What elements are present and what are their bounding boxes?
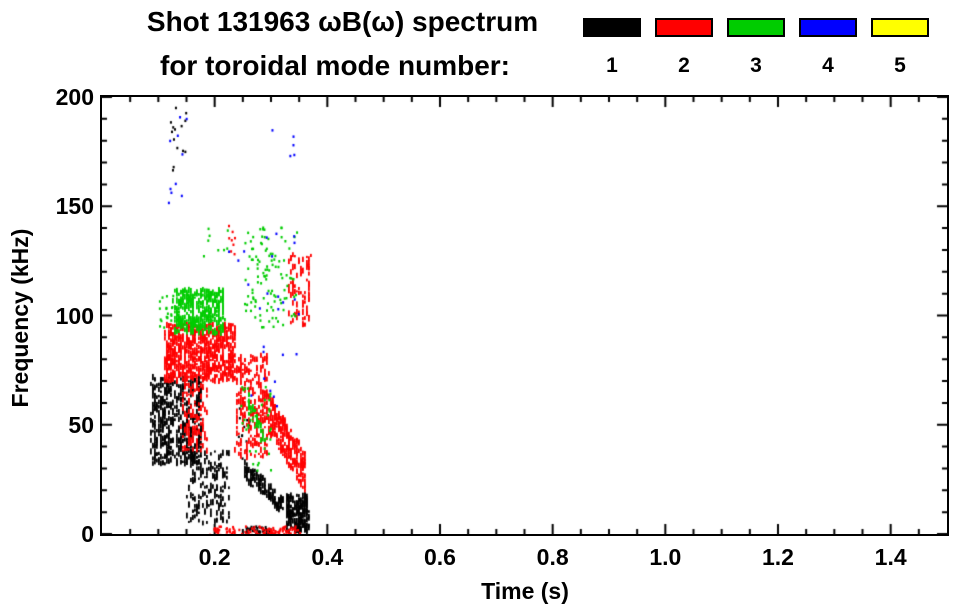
legend-swatch-mode-3 xyxy=(727,18,785,37)
legend-swatch-mode-4 xyxy=(799,18,857,37)
legend-swatch-mode-5 xyxy=(871,18,929,37)
x-axis-label: Time (s) xyxy=(481,578,569,604)
x-tick-label-1.4: 1.4 xyxy=(874,544,907,570)
legend-mode-number-4: 4 xyxy=(822,54,834,77)
y-tick-label-200: 200 xyxy=(55,84,94,110)
legend-mode-number-3: 3 xyxy=(750,54,762,77)
legend-swatch-mode-1 xyxy=(583,18,641,37)
legend-mode-number-1: 1 xyxy=(606,54,618,77)
plot-title-line2: for toroidal mode number: xyxy=(160,50,510,81)
x-tick-label-0.4: 0.4 xyxy=(311,544,344,570)
plot-frame xyxy=(100,95,949,536)
y-tick-label-100: 100 xyxy=(55,302,94,329)
y-tick-label-0: 0 xyxy=(81,521,94,547)
x-tick-label-0.2: 0.2 xyxy=(198,544,231,570)
plot-title-line1: Shot 131963 ωB(ω) spectrum xyxy=(146,6,539,37)
legend-mode-number-2: 2 xyxy=(678,54,690,77)
x-tick-label-0.6: 0.6 xyxy=(424,544,456,570)
x-tick-label-1.2: 1.2 xyxy=(762,544,794,570)
x-tick-label-1.0: 1.0 xyxy=(649,544,682,570)
y-tick-label-150: 150 xyxy=(55,193,94,220)
legend-mode-number-5: 5 xyxy=(894,54,906,77)
legend-swatch-mode-2 xyxy=(655,18,713,37)
spectrogram-canvas xyxy=(102,97,947,534)
y-tick-label-50: 50 xyxy=(68,411,94,438)
x-tick-label-0.8: 0.8 xyxy=(536,544,569,570)
